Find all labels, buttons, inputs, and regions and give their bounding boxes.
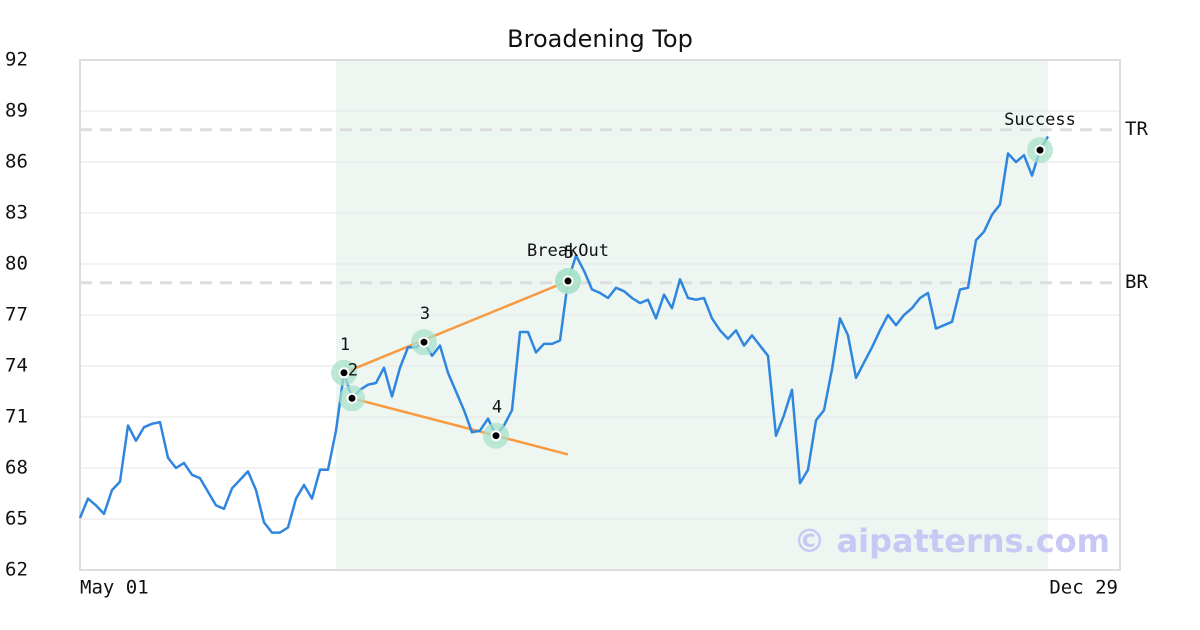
y-tick-label: 89 <box>5 100 28 122</box>
y-tick-label: 62 <box>5 559 28 581</box>
point-label: 1 <box>340 335 350 355</box>
point-label: 2 <box>348 360 358 380</box>
y-tick-label: 71 <box>5 406 28 428</box>
y-tick-label: 65 <box>5 508 28 530</box>
y-tick-label: 77 <box>5 304 28 326</box>
marker-dot <box>338 367 350 379</box>
chart-title: Broadening Top <box>507 25 693 53</box>
y-tick-label: 68 <box>5 457 28 479</box>
point-label: 3 <box>420 304 430 324</box>
trend-line <box>343 279 569 374</box>
y-tick-label: 92 <box>5 49 28 71</box>
y-tick-label: 86 <box>5 151 28 173</box>
y-tick-label: 80 <box>5 253 28 275</box>
level-label: BR <box>1125 271 1148 293</box>
x-tick-label: May 01 <box>80 577 149 599</box>
watermark: © aipatterns.com <box>793 522 1110 560</box>
y-tick-label: 74 <box>5 355 28 377</box>
event-label: BreakOut <box>527 241 609 261</box>
marker-dot <box>418 336 430 348</box>
event-label: Success <box>1004 110 1076 130</box>
point-label: 4 <box>492 398 502 418</box>
marker-dot <box>346 392 358 404</box>
marker-dot <box>490 430 502 442</box>
point-label: 5 <box>564 243 574 263</box>
level-label: TR <box>1125 118 1148 140</box>
plot-border <box>79 59 1121 571</box>
y-tick-label: 83 <box>5 202 28 224</box>
marker-dot <box>1034 144 1046 156</box>
trend-line <box>351 397 569 456</box>
price-line <box>78 135 1050 534</box>
marker-dot <box>562 275 574 287</box>
x-tick-label: Dec 29 <box>1049 577 1118 599</box>
